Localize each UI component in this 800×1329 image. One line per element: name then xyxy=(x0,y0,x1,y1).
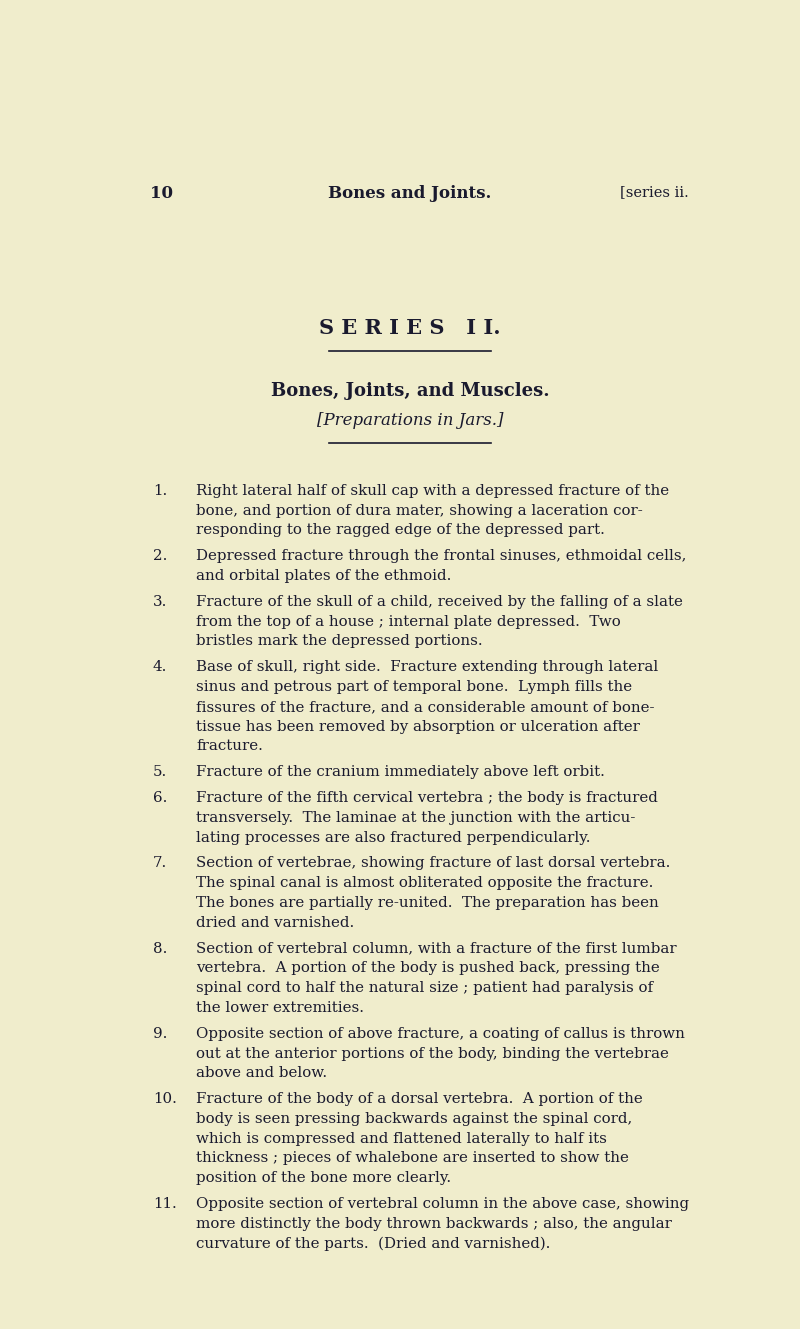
Text: lating processes are also fractured perpendicularly.: lating processes are also fractured perp… xyxy=(196,831,590,845)
Text: 9.: 9. xyxy=(153,1027,167,1041)
Text: responding to the ragged edge of the depressed part.: responding to the ragged edge of the dep… xyxy=(196,524,605,537)
Text: 10: 10 xyxy=(150,185,173,202)
Text: 4.: 4. xyxy=(153,661,167,674)
Text: bone, and portion of dura mater, showing a laceration cor-: bone, and portion of dura mater, showing… xyxy=(196,504,643,517)
Text: 10.: 10. xyxy=(153,1092,177,1106)
Text: fracture.: fracture. xyxy=(196,739,263,754)
Text: Fracture of the fifth cervical vertebra ; the body is fractured: Fracture of the fifth cervical vertebra … xyxy=(196,791,658,805)
Text: Section of vertebral column, with a fracture of the first lumbar: Section of vertebral column, with a frac… xyxy=(196,942,677,956)
Text: [Preparations in Jars.]: [Preparations in Jars.] xyxy=(317,412,503,429)
Text: [series ii.: [series ii. xyxy=(620,185,689,199)
Text: The bones are partially re-united.  The preparation has been: The bones are partially re-united. The p… xyxy=(196,896,659,910)
Text: more distinctly the body thrown backwards ; also, the angular: more distinctly the body thrown backward… xyxy=(196,1217,672,1231)
Text: Bones and Joints.: Bones and Joints. xyxy=(328,185,492,202)
Text: Section of vertebrae, showing fracture of last dorsal vertebra.: Section of vertebrae, showing fracture o… xyxy=(196,856,670,870)
Text: from the top of a house ; internal plate depressed.  Two: from the top of a house ; internal plate… xyxy=(196,614,621,629)
Text: fissures of the fracture, and a considerable amount of bone-: fissures of the fracture, and a consider… xyxy=(196,700,654,714)
Text: Base of skull, right side.  Fracture extending through lateral: Base of skull, right side. Fracture exte… xyxy=(196,661,658,674)
Text: above and below.: above and below. xyxy=(196,1066,327,1080)
Text: Depressed fracture through the frontal sinuses, ethmoidal cells,: Depressed fracture through the frontal s… xyxy=(196,549,686,563)
Text: dried and varnished.: dried and varnished. xyxy=(196,916,354,930)
Text: spinal cord to half the natural size ; patient had paralysis of: spinal cord to half the natural size ; p… xyxy=(196,981,654,995)
Text: sinus and petrous part of temporal bone.  Lymph fills the: sinus and petrous part of temporal bone.… xyxy=(196,680,632,694)
Text: thickness ; pieces of whalebone are inserted to show the: thickness ; pieces of whalebone are inse… xyxy=(196,1151,629,1166)
Text: 5.: 5. xyxy=(153,766,167,779)
Text: Opposite section of vertebral column in the above case, showing: Opposite section of vertebral column in … xyxy=(196,1197,690,1211)
Text: S E R I E S   I I.: S E R I E S I I. xyxy=(319,318,501,338)
Text: vertebra.  A portion of the body is pushed back, pressing the: vertebra. A portion of the body is pushe… xyxy=(196,961,660,975)
Text: the lower extremities.: the lower extremities. xyxy=(196,1001,364,1015)
Text: body is seen pressing backwards against the spinal cord,: body is seen pressing backwards against … xyxy=(196,1112,632,1126)
Text: curvature of the parts.  (Dried and varnished).: curvature of the parts. (Dried and varni… xyxy=(196,1236,550,1251)
Text: Right lateral half of skull cap with a depressed fracture of the: Right lateral half of skull cap with a d… xyxy=(196,484,670,498)
Text: transversely.  The laminae at the junction with the articu-: transversely. The laminae at the junctio… xyxy=(196,811,635,825)
Text: 1.: 1. xyxy=(153,484,167,498)
Text: 7.: 7. xyxy=(153,856,167,870)
Text: tissue has been removed by absorption or ulceration after: tissue has been removed by absorption or… xyxy=(196,719,640,734)
Text: which is compressed and flattened laterally to half its: which is compressed and flattened latera… xyxy=(196,1132,607,1146)
Text: bristles mark the depressed portions.: bristles mark the depressed portions. xyxy=(196,634,482,649)
Text: 8.: 8. xyxy=(153,942,167,956)
Text: out at the anterior portions of the body, binding the vertebrae: out at the anterior portions of the body… xyxy=(196,1046,669,1061)
Text: Fracture of the cranium immediately above left orbit.: Fracture of the cranium immediately abov… xyxy=(196,766,605,779)
Text: Fracture of the skull of a child, received by the falling of a slate: Fracture of the skull of a child, receiv… xyxy=(196,595,683,609)
Text: Bones, Joints, and Muscles.: Bones, Joints, and Muscles. xyxy=(270,381,550,400)
Text: 6.: 6. xyxy=(153,791,167,805)
Text: The spinal canal is almost obliterated opposite the fracture.: The spinal canal is almost obliterated o… xyxy=(196,876,654,890)
Text: Fracture of the body of a dorsal vertebra.  A portion of the: Fracture of the body of a dorsal vertebr… xyxy=(196,1092,643,1106)
Text: and orbital plates of the ethmoid.: and orbital plates of the ethmoid. xyxy=(196,569,451,583)
Text: 2.: 2. xyxy=(153,549,167,563)
Text: 11.: 11. xyxy=(153,1197,177,1211)
Text: 3.: 3. xyxy=(153,595,167,609)
Text: Opposite section of above fracture, a coating of callus is thrown: Opposite section of above fracture, a co… xyxy=(196,1027,685,1041)
Text: position of the bone more clearly.: position of the bone more clearly. xyxy=(196,1171,451,1185)
